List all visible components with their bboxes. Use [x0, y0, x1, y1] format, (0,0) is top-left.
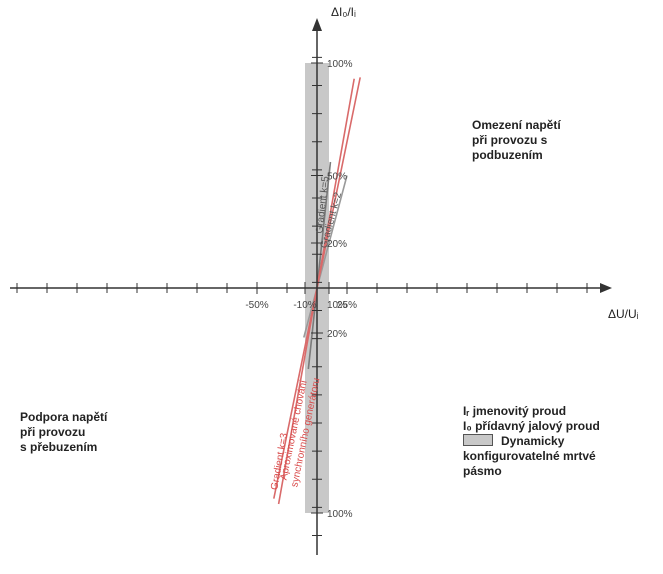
- note-line: podbuzením: [472, 148, 543, 162]
- note-undervoltage-limit: Omezení napětí při provozu s podbuzením: [472, 118, 561, 163]
- note-line: s přebuzením: [20, 440, 98, 454]
- y-tick-label: 50%: [327, 172, 347, 183]
- note-line: Omezení napětí: [472, 118, 561, 132]
- note-line: Podpora napětí: [20, 410, 108, 424]
- note-line: při provozu: [20, 425, 86, 439]
- x-tick-label: -10%: [293, 300, 316, 311]
- legend-reactive-current: I₀ přídavný jalový proud: [463, 419, 600, 433]
- dead-band-swatch: [463, 434, 493, 446]
- y-tick-label: 20%: [327, 329, 347, 340]
- y-tick-label: 100%: [327, 59, 353, 70]
- y-axis-label: ΔI₀/Iᵢ: [331, 5, 356, 19]
- x-axis-label: ΔU/Uᵢ: [608, 307, 639, 321]
- y-axis-arrow: [312, 18, 322, 31]
- legend-dead-band: Dynamicky: [463, 434, 600, 449]
- legend-dead-band-line3: pásmo: [463, 464, 502, 478]
- note-line: při provozu s: [472, 133, 548, 147]
- x-tick-label: -50%: [245, 300, 268, 311]
- note-overvoltage-support: Podpora napětí při provozu s přebuzením: [20, 410, 107, 455]
- y-ticks: 100% 50% 20% 20% 100%: [311, 56, 353, 536]
- legend-dead-band-line1: Dynamicky: [501, 434, 565, 448]
- series-line: [303, 175, 348, 338]
- y-tick-label: 20%: [327, 239, 347, 250]
- legend: Iᵣ jmenovitý proud I₀ přídavný jalový pr…: [463, 404, 600, 479]
- x-ticks: -50% -10% 10%25%: [16, 282, 588, 311]
- x-axis-arrow: [600, 283, 612, 293]
- legend-rated-current: Iᵣ jmenovitý proud: [463, 404, 567, 418]
- x-tick-label: 10%: [327, 300, 347, 311]
- series-line: [307, 161, 332, 370]
- y-tick-label: 100%: [327, 509, 353, 520]
- x-tick-label: 25%: [337, 300, 357, 311]
- legend-dead-band-line2: konfigurovatelné mrtvé: [463, 449, 596, 463]
